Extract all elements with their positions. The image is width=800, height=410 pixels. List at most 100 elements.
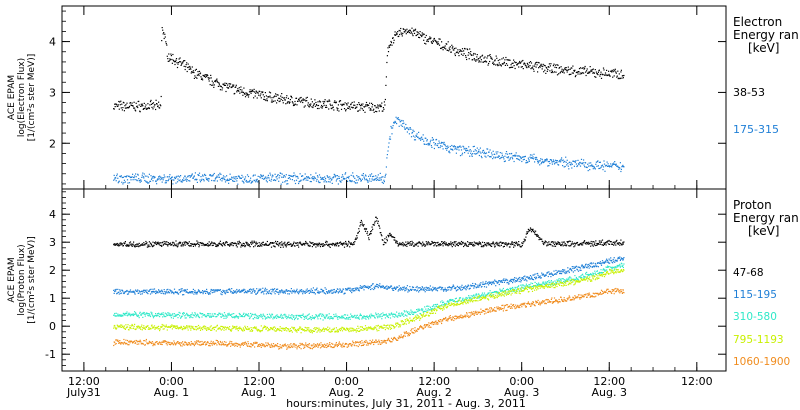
data-point bbox=[394, 31, 396, 33]
data-point bbox=[127, 245, 129, 247]
data-point bbox=[376, 283, 378, 285]
data-point bbox=[556, 162, 558, 164]
data-point bbox=[369, 286, 371, 288]
data-point bbox=[440, 145, 442, 147]
data-point bbox=[369, 102, 371, 104]
data-point bbox=[160, 244, 162, 246]
data-point bbox=[452, 299, 454, 301]
data-point bbox=[341, 104, 344, 106]
data-point bbox=[415, 244, 417, 246]
data-point bbox=[219, 289, 221, 291]
data-point bbox=[239, 242, 241, 244]
data-point bbox=[495, 151, 497, 153]
data-point bbox=[237, 88, 239, 90]
data-point bbox=[350, 290, 352, 292]
data-point bbox=[483, 60, 486, 63]
data-point bbox=[304, 244, 306, 246]
data-point bbox=[324, 176, 326, 178]
data-point bbox=[443, 290, 445, 292]
data-point bbox=[460, 149, 463, 151]
data-point bbox=[240, 177, 242, 179]
data-point bbox=[151, 292, 153, 294]
data-point bbox=[309, 105, 311, 107]
data-point bbox=[230, 314, 232, 316]
data-point bbox=[453, 49, 455, 51]
data-point bbox=[417, 289, 419, 291]
data-point bbox=[505, 151, 508, 153]
data-point bbox=[314, 289, 316, 291]
data-point bbox=[241, 243, 243, 245]
data-point bbox=[558, 242, 560, 244]
data-point bbox=[317, 180, 320, 182]
data-point bbox=[540, 163, 542, 165]
data-point bbox=[555, 242, 557, 244]
data-point bbox=[484, 56, 486, 58]
data-point bbox=[444, 45, 446, 47]
data-point bbox=[252, 175, 254, 177]
data-point bbox=[196, 240, 198, 242]
data-point bbox=[121, 315, 123, 317]
data-point bbox=[488, 151, 490, 153]
data-point bbox=[165, 180, 167, 182]
data-point bbox=[478, 297, 480, 299]
data-point bbox=[405, 314, 407, 316]
data-point bbox=[255, 243, 257, 245]
data-point bbox=[201, 244, 203, 246]
data-point bbox=[430, 41, 432, 43]
data-point bbox=[613, 75, 615, 77]
data-point bbox=[371, 288, 373, 290]
data-point bbox=[446, 289, 448, 291]
data-point bbox=[316, 107, 319, 110]
data-point bbox=[365, 228, 368, 230]
data-point bbox=[454, 242, 456, 244]
data-point bbox=[333, 101, 335, 103]
data-point bbox=[301, 244, 303, 246]
data-point bbox=[322, 243, 324, 245]
data-point bbox=[126, 315, 129, 317]
data-point bbox=[485, 156, 487, 158]
data-point bbox=[243, 312, 245, 314]
data-point bbox=[417, 33, 419, 35]
data-point bbox=[254, 313, 256, 315]
data-point bbox=[401, 119, 403, 122]
data-point bbox=[169, 243, 171, 245]
data-point bbox=[173, 315, 175, 317]
data-point bbox=[478, 149, 480, 151]
data-point bbox=[358, 228, 360, 230]
data-point bbox=[502, 57, 504, 59]
data-point bbox=[522, 287, 524, 289]
data-point bbox=[479, 283, 481, 285]
data-point bbox=[549, 70, 551, 72]
data-point bbox=[539, 275, 541, 277]
data-point bbox=[528, 159, 530, 161]
data-point bbox=[152, 288, 154, 290]
data-point bbox=[192, 288, 194, 290]
data-point bbox=[509, 246, 511, 248]
data-point bbox=[198, 70, 201, 72]
data-point bbox=[522, 243, 524, 245]
data-point bbox=[256, 315, 258, 317]
data-point bbox=[489, 290, 491, 292]
data-point bbox=[233, 313, 235, 315]
data-point bbox=[322, 106, 324, 108]
data-point bbox=[244, 315, 246, 317]
data-point bbox=[382, 107, 384, 109]
data-point bbox=[583, 68, 585, 70]
data-point bbox=[213, 172, 215, 175]
data-point bbox=[398, 118, 400, 121]
data-point bbox=[406, 131, 408, 133]
data-point bbox=[179, 312, 181, 314]
data-point bbox=[173, 313, 176, 315]
data-point bbox=[137, 244, 139, 246]
data-point bbox=[594, 242, 596, 244]
data-point bbox=[410, 128, 412, 130]
data-point bbox=[586, 267, 588, 269]
data-point bbox=[617, 258, 619, 260]
data-point bbox=[316, 244, 319, 246]
data-point bbox=[442, 287, 444, 289]
data-point bbox=[194, 245, 196, 247]
data-point bbox=[400, 27, 402, 30]
data-point bbox=[221, 244, 223, 246]
data-point bbox=[119, 290, 121, 292]
data-point bbox=[132, 243, 134, 245]
